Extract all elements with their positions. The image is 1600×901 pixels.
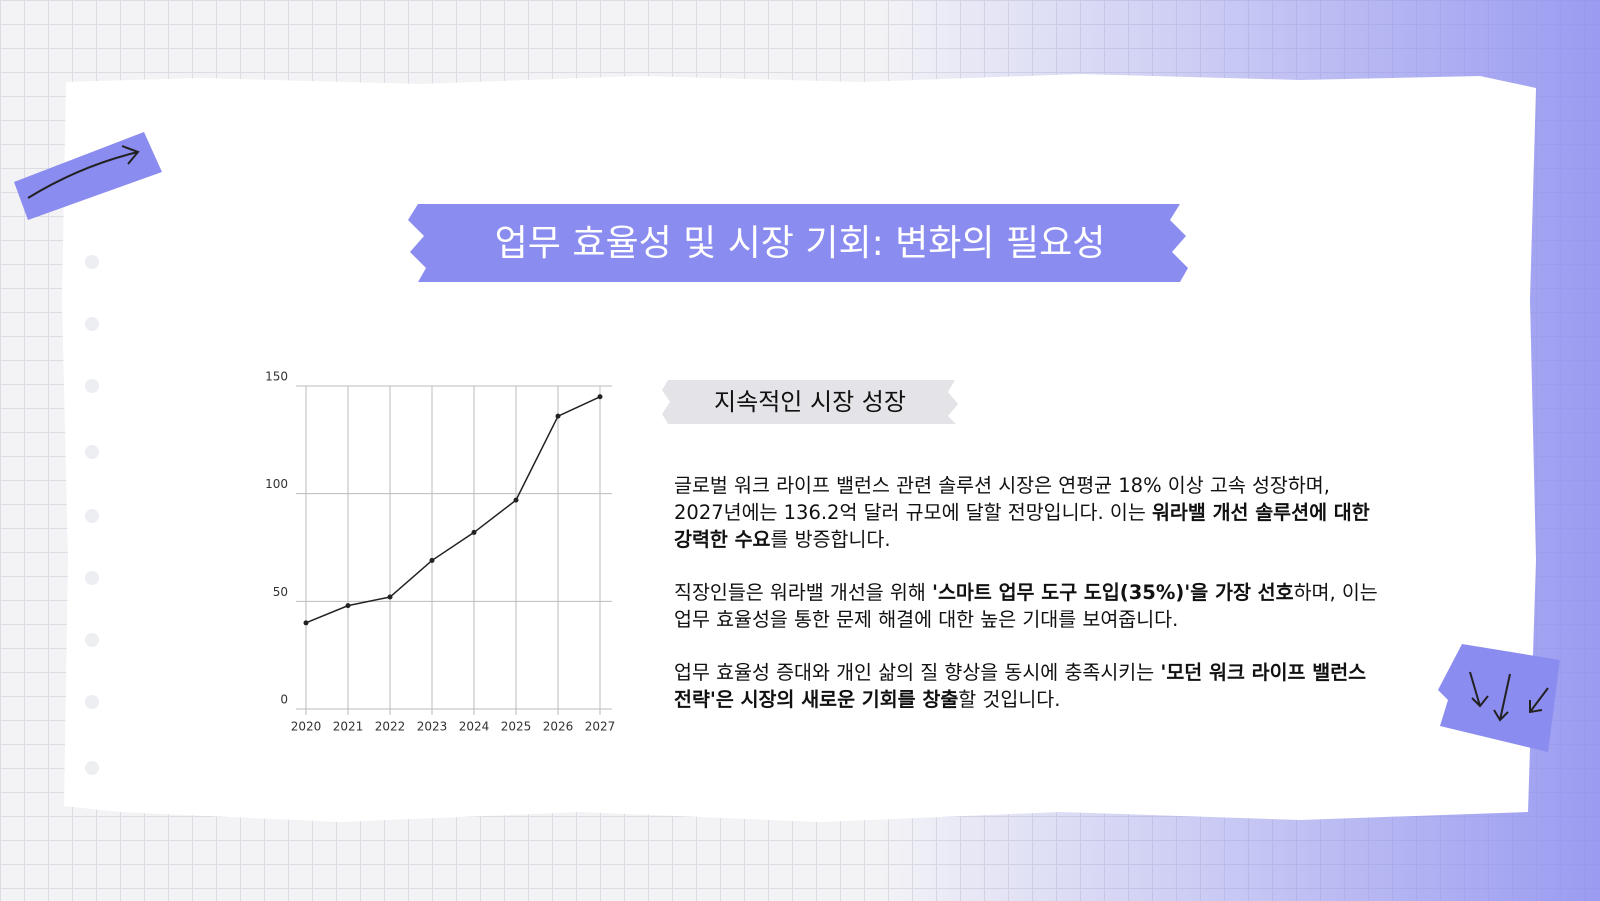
data-point (513, 497, 519, 503)
section-heading: 지속적인 시장 성장 (714, 388, 906, 416)
data-point (429, 557, 435, 563)
line-chart: 0 50 100 150 2020 2021 2022 2023 2024 2025 2026 202… (265, 370, 615, 734)
x-tick-label: 2024 (459, 720, 490, 734)
bold-text: '스마트 업무 도구 도입(35%)'을 가장 선호 (932, 581, 1294, 604)
x-tick-label: 2023 (417, 720, 448, 734)
paragraph: 글로벌 워크 라이프 밸런스 관련 솔루션 시장은 연평균 18% 이상 고속 … (674, 472, 1384, 553)
x-tick-label: 2020 (291, 720, 322, 734)
data-point (597, 394, 603, 400)
x-tick-label: 2027 (585, 720, 616, 734)
arrow-doodle (27, 145, 140, 199)
title-banner (408, 204, 1188, 282)
bold-text: 워라밸 개선 솔루션에 대한 강력한 수요 (674, 501, 1370, 551)
x-tick-label: 2022 (375, 720, 406, 734)
paragraph: 직장인들은 워라밸 개선을 위해 '스마트 업무 도구 도입(35%)'을 가장… (674, 579, 1384, 633)
data-line (305, 396, 601, 624)
tape-top-left (14, 132, 162, 220)
tape-bottom-right (1438, 644, 1560, 752)
heading-banner (662, 380, 958, 424)
data-point (387, 594, 393, 600)
text: 를 방증합니다. (770, 528, 891, 551)
x-tick-label: 2026 (543, 720, 574, 734)
slide-title: 업무 효율성 및 시장 기회: 변화의 필요성 (495, 223, 1106, 264)
punch-holes (85, 255, 99, 775)
data-point (471, 529, 477, 535)
y-tick-label: 50 (273, 585, 288, 599)
data-point (555, 413, 561, 419)
y-tick-label: 100 (265, 477, 288, 491)
x-tick-label: 2021 (333, 720, 364, 734)
text: 직장인들은 워라밸 개선을 위해 (674, 581, 933, 604)
text: 하며, 이는 업무 효율성을 통한 문제 해결에 대한 높은 기대를 보여줍니다… (674, 581, 1378, 631)
paragraph: 업무 효율성 증대와 개인 삶의 질 향상을 동시에 충족시키는 '모던 워크 … (674, 659, 1384, 713)
bold-text: '모던 워크 라이프 밸런스 전략'은 시장의 새로운 기회를 창출 (674, 661, 1367, 711)
data-point (303, 620, 309, 626)
text: 할 것입니다. (958, 688, 1061, 711)
data-point (345, 603, 351, 609)
y-tick-label: 0 (280, 693, 288, 707)
arrows-doodle (1469, 671, 1549, 722)
x-tick-label: 2025 (501, 720, 532, 734)
body-text: 글로벌 워크 라이프 밸런스 관련 솔루션 시장은 연평균 18% 이상 고속 … (674, 472, 1384, 739)
text: 글로벌 워크 라이프 밸런스 관련 솔루션 시장은 연평균 18% 이상 고속 … (674, 474, 1330, 524)
y-tick-label: 150 (265, 370, 288, 384)
text: 업무 효율성 증대와 개인 삶의 질 향상을 동시에 충족시키는 (674, 661, 1161, 684)
